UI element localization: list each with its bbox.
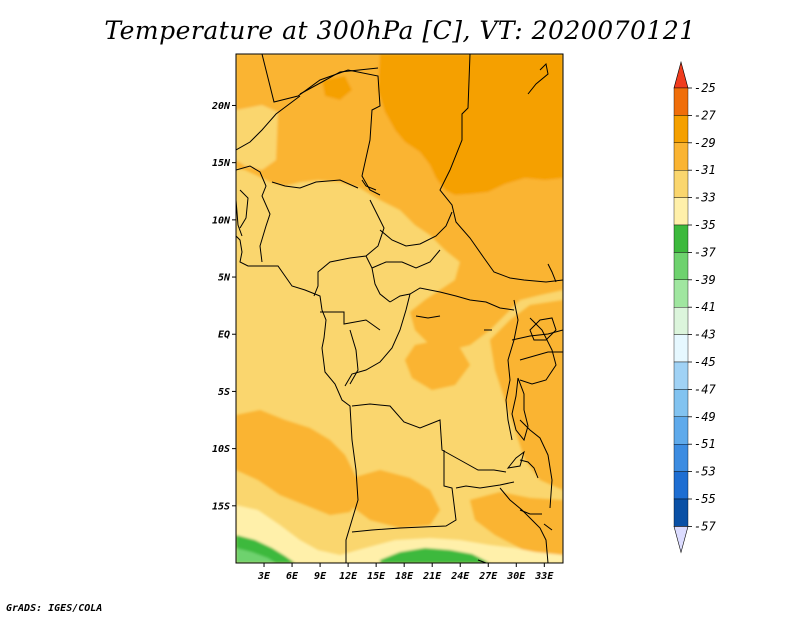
- temp-field-southwest-warm: [236, 410, 360, 515]
- colorbar-band: [673, 224, 689, 253]
- colorbar-label: -39: [694, 273, 716, 287]
- colorbar-label: -57: [694, 519, 716, 533]
- lat-tick-label: 20N: [211, 101, 231, 112]
- colorbar-label: -37: [694, 245, 716, 259]
- lon-tick-label: 6E: [286, 571, 299, 582]
- temp-field-south-pale: [236, 505, 563, 563]
- colorbar-band: [673, 142, 689, 171]
- colorbar-band: [673, 169, 689, 198]
- latitude-axis: 20N 15N 10N 5N EQ 5S 10S 15S: [211, 101, 236, 512]
- lon-tick-label: 21E: [422, 571, 442, 582]
- colorbar-label: -53: [694, 465, 716, 479]
- lon-tick-label: 30E: [506, 571, 526, 582]
- lon-tick-label: 12E: [339, 571, 358, 582]
- temp-field-northeast-hot: [378, 54, 563, 195]
- colorbar-band: [673, 389, 689, 417]
- lon-tick-label: 15E: [367, 571, 386, 582]
- chart-title: Temperature at 300hPa [C], VT: 202007012…: [104, 16, 696, 45]
- colorbar-band: [673, 307, 689, 335]
- colorbar-label: -45: [694, 355, 716, 369]
- colorbar-label: -41: [694, 300, 716, 314]
- colorbar-band: [673, 252, 689, 280]
- grads-credit: GrADS: IGES/COLA: [6, 603, 103, 614]
- lat-tick-label: 15N: [212, 158, 231, 169]
- lon-tick-label: 24E: [450, 571, 470, 582]
- colorbar-label: -55: [694, 492, 716, 506]
- colorbar-label: -35: [694, 218, 716, 232]
- colorbar-label: -47: [694, 382, 716, 396]
- colorbar-label: -33: [694, 191, 716, 205]
- temp-field-south-warm: [345, 470, 440, 528]
- colorbar-band: [673, 197, 689, 226]
- temp-field-south-cold-light: [236, 548, 276, 563]
- lon-tick-label: 3E: [257, 571, 271, 582]
- colorbar-band: [673, 115, 689, 144]
- colorbar-label: -29: [694, 136, 716, 150]
- lon-tick-label: 9E: [314, 571, 327, 582]
- colorbar-band: [673, 416, 689, 445]
- temp-field-south-cold: [380, 548, 490, 563]
- lon-tick-label: 18E: [395, 571, 414, 582]
- colorbar-band: [673, 334, 689, 363]
- coastlines-and-borders: [236, 54, 563, 563]
- lat-tick-label: EQ: [218, 330, 230, 341]
- colorbar-label: -25: [694, 81, 716, 95]
- colorbar-label: -27: [694, 108, 716, 122]
- colorbar-top-arrow: [673, 60, 689, 89]
- longitude-axis: 3E 6E 9E 12E 15E 18E 21E 24E 27E 30E 33E: [257, 563, 554, 582]
- map-panel: [236, 54, 563, 563]
- lat-tick-label: 5S: [218, 387, 230, 398]
- temp-field-central-warm: [405, 340, 470, 390]
- lat-tick-label: 5N: [218, 273, 231, 284]
- colorbar-band: [673, 444, 689, 472]
- temp-field-north-hot-patch: [322, 76, 352, 100]
- colorbar-band: [673, 471, 689, 500]
- colorbar-bottom-arrow: [673, 526, 689, 554]
- colorbar-band: [673, 498, 689, 527]
- temp-field-southeast-warm: [470, 492, 563, 563]
- colorbar-band: [673, 87, 689, 116]
- colorbar-label: -43: [694, 328, 716, 342]
- lat-tick-label: 10S: [212, 444, 230, 455]
- lat-tick-label: 15S: [212, 501, 230, 512]
- colorbar-label: -49: [694, 410, 716, 424]
- colorbar-band: [673, 279, 689, 308]
- lon-tick-label: 27E: [478, 571, 498, 582]
- lon-tick-label: 33E: [534, 571, 554, 582]
- colorbar-legend: -25 -27 -29 -31 -33 -35 -37 -39 -41 -43 -45 -47 -49 -…: [673, 60, 716, 554]
- map-frame: [235, 53, 564, 564]
- colorbar-label: -51: [694, 437, 716, 451]
- colorbar-label: -31: [694, 163, 716, 177]
- temp-field-east-warm: [490, 300, 563, 490]
- temp-field-west-cool: [236, 105, 278, 170]
- colorbar-band: [673, 361, 689, 390]
- lat-tick-label: 10N: [212, 215, 231, 226]
